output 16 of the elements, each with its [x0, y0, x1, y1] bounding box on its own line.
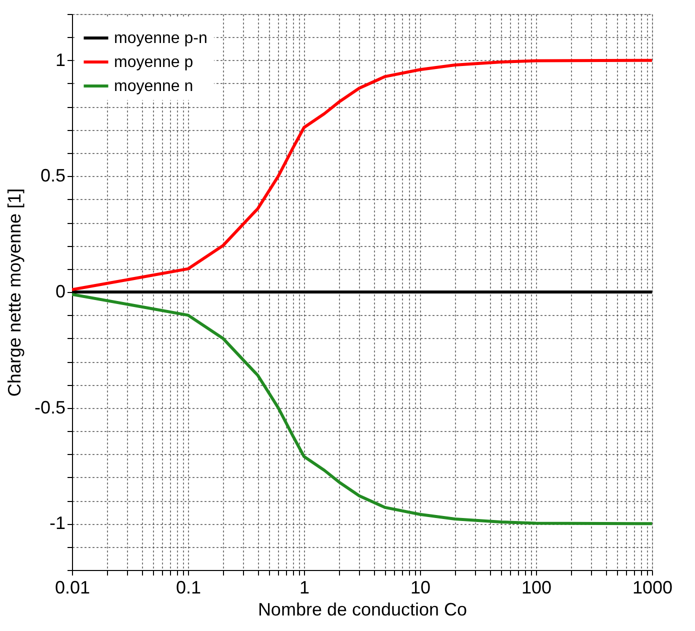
y-axis-title: Charge nette moyenne [1]	[4, 188, 24, 397]
x-tick-label: 10	[410, 578, 431, 598]
x-tick-label: 0.01	[54, 578, 90, 598]
x-axis-title: Nombre de conduction Co	[258, 600, 468, 620]
y-tick-label: 0.5	[40, 166, 66, 186]
x-tick-label: 1000	[632, 578, 673, 598]
legend-label: moyenne p-n	[114, 30, 208, 47]
y-tick-label: 0	[55, 282, 66, 302]
x-tick-label: 100	[521, 578, 552, 598]
x-tick-label: 0.1	[176, 578, 202, 598]
legend-label: moyenne n	[114, 78, 194, 95]
y-tick-label: -0.5	[34, 397, 66, 418]
y-tick-label: -1	[49, 513, 66, 534]
y-tick-label: 1	[55, 50, 66, 70]
x-tick-label: 1	[299, 578, 310, 598]
legend-label: moyenne p	[114, 54, 194, 71]
